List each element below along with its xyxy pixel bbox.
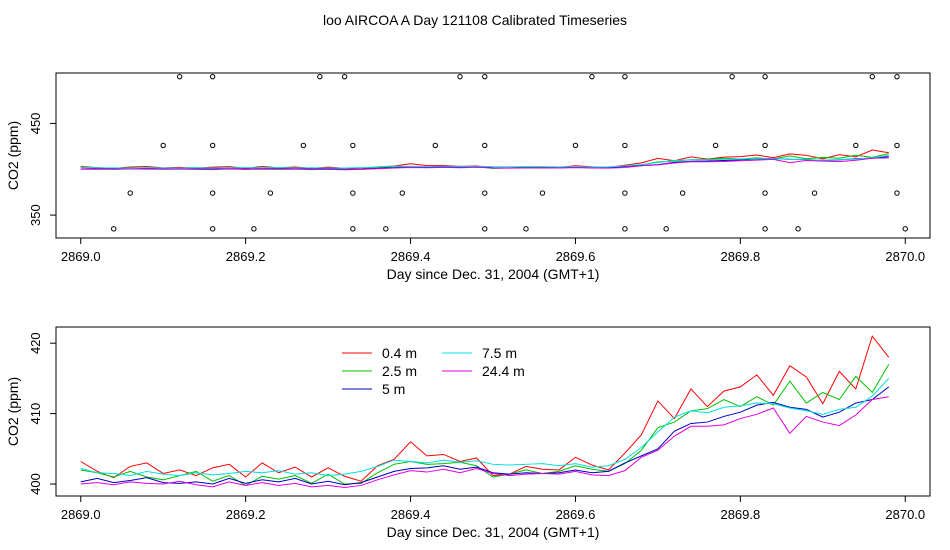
calibration-point [251,226,257,232]
x-tick-label: 2870.0 [885,249,925,264]
calibration-point [482,73,488,80]
calibration-point [160,142,166,149]
calibration-point [482,142,488,149]
calibration-point [712,142,719,149]
calibration-point [729,73,735,80]
x-tick-label: 2869.8 [720,249,760,264]
y-tick-label: 400 [28,473,43,495]
x-tick-label: 2869.4 [391,507,431,522]
series-line-4 [80,378,890,477]
y-tick-label: 350 [28,204,43,226]
calibration-point [209,142,216,149]
x-tick-label: 2869.0 [61,507,101,522]
y-tick-label: 410 [28,403,43,425]
x-tick-label: 2870.0 [885,507,925,522]
calibration-point [317,73,323,80]
x-axis-label: Day since Dec. 31, 2004 (GMT+1) [387,524,600,540]
x-tick-label: 2869.6 [556,249,596,264]
calibration-point [762,73,768,80]
calibration-point [589,73,595,80]
calibration-point [209,73,216,80]
calibration-point [539,190,546,196]
y-tick-label: 450 [28,113,43,135]
calibration-point [894,190,900,196]
calibration-point [432,142,438,149]
panel-2: 0.4 m 2.5 m 5 m 7.5 m 24.4 m [50,326,931,502]
calibration-point [902,226,908,232]
calibration-point [399,190,406,196]
calibration-point [457,73,463,80]
calibration-point [622,73,628,80]
calibration-point [350,190,356,196]
calibration-point [209,226,216,232]
series-line-overview-5 [80,157,889,171]
y-axis-label: CO2 (ppm) [5,121,21,190]
series-line-5 [80,396,889,489]
panel-1 [50,72,931,244]
calibration-point [762,190,768,196]
calibration-point [127,190,133,196]
calibration-point [572,142,579,149]
legend: 0.4 m 2.5 m 5 m 7.5 m 24.4 m [342,345,525,397]
calibration-point [350,226,356,232]
legend-label: 0.4 m [382,345,417,361]
legend-label: 2.5 m [382,363,417,379]
calibration-point [482,190,488,196]
y-tick-label: 420 [28,332,43,354]
plot-frame [55,326,931,497]
x-tick-label: 2869.0 [61,249,101,264]
calibration-point [622,226,628,232]
legend-label: 24.4 m [482,363,525,379]
x-tick-label: 2869.2 [226,249,266,264]
calibration-point [176,73,183,80]
y-axis-label: CO2 (ppm) [5,377,21,446]
x-tick-label: 2869.6 [556,507,596,522]
calibration-point [350,142,356,149]
calibration-point [209,190,216,196]
calibration-point [523,226,529,232]
legend-label: 7.5 m [482,345,517,361]
series-line-1 [80,335,890,482]
legend-label: 5 m [382,381,405,397]
x-tick-label: 2869.2 [226,507,266,522]
series-line-3 [80,386,890,486]
calibration-point [341,73,348,80]
figure-title: loo AIRCOA A Day 121108 Calibrated Times… [322,12,627,28]
calibration-point [482,226,488,232]
calibration-point [894,142,900,149]
calibration-point [300,142,307,149]
calibration-point [663,226,669,232]
calibration-point [267,190,274,196]
calibration-point [811,190,818,196]
calibration-point [894,73,900,80]
x-tick-label: 2869.4 [391,249,431,264]
calibration-point [853,142,859,149]
x-axis-label: Day since Dec. 31, 2004 (GMT+1) [387,266,600,282]
calibration-point [679,190,686,196]
calibration-point [111,226,117,232]
calibration-point [383,226,389,232]
calibration-point [762,226,768,232]
x-tick-label: 2869.8 [720,507,760,522]
calibration-point [762,142,768,149]
calibration-point [795,226,801,232]
calibration-point [869,73,875,80]
plot-frame [55,72,931,239]
calibration-point [622,142,628,149]
calibration-point [622,190,628,196]
series-line-overview-4 [80,155,889,169]
